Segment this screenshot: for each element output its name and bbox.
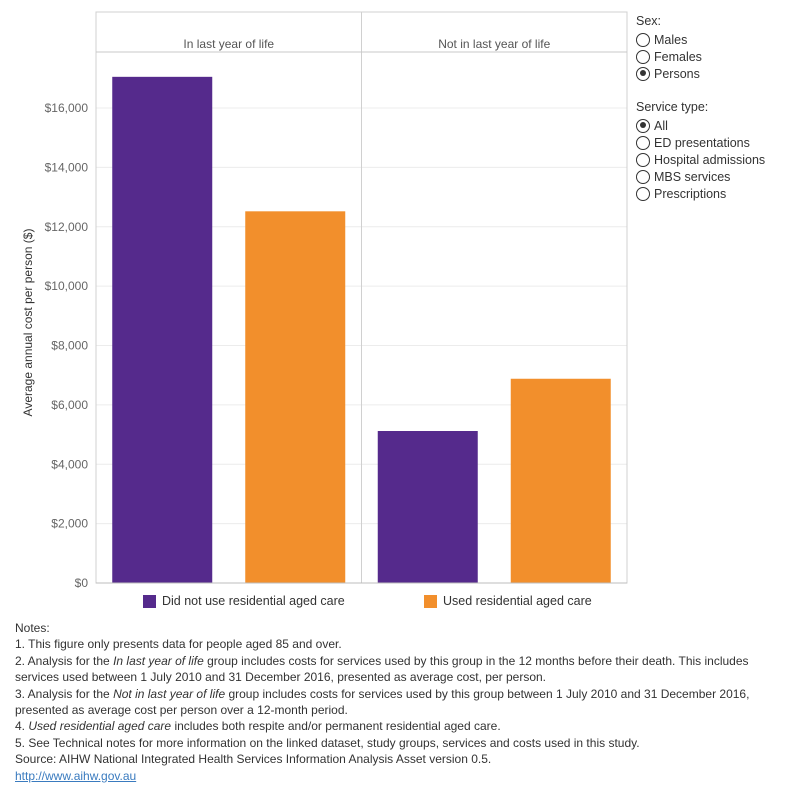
panel-label-not-in-last-year: Not in last year of life xyxy=(438,37,550,51)
panel-frames xyxy=(95,11,628,584)
note-4-emphasis: Used residential aged care xyxy=(28,719,172,734)
aihw-link[interactable]: http://www.aihw.gov.au xyxy=(15,768,137,783)
radio-label: Females xyxy=(654,49,702,64)
note-3-prefix: 3. Analysis for the xyxy=(15,686,114,701)
legend-label-used: Used residential aged care xyxy=(443,594,592,608)
radio-label: MBS services xyxy=(654,169,731,184)
y-tick-label: $14,000 xyxy=(45,160,89,174)
radio-button[interactable] xyxy=(636,135,650,150)
sex-option-males[interactable]: Males xyxy=(636,31,800,48)
radio-label: All xyxy=(654,118,668,133)
service-option-all[interactable]: All xyxy=(636,117,800,134)
notes-heading: Notes: xyxy=(15,621,50,635)
note-4-prefix: 4. xyxy=(15,719,29,734)
note-3-emphasis: Not in last year of life xyxy=(113,686,226,701)
sex-option-persons[interactable]: Persons xyxy=(636,65,800,82)
y-axis-ticks: $0 $2,000 $4,000 $6,000 $8,000 $10,000 $12,000… xyxy=(45,101,89,590)
radio-label: Hospital admissions xyxy=(654,152,766,167)
y-tick-label: $10,000 xyxy=(45,279,89,293)
chart-legend: Did not use residential aged care Used r… xyxy=(0,594,800,614)
note-3-text: group includes costs for services used b… xyxy=(15,686,750,718)
note-4: 4. Used residential aged care includes b… xyxy=(15,718,790,734)
service-option-ed-presentations[interactable]: ED presentations xyxy=(636,134,800,151)
y-tick-label: $8,000 xyxy=(51,339,88,353)
legend-swatch-purple xyxy=(143,594,156,608)
note-2-prefix: 2. Analysis for the xyxy=(15,653,114,668)
radio-label: ED presentations xyxy=(654,135,750,150)
note-2-text: group includes costs for services used b… xyxy=(15,653,749,685)
radio-label: Persons xyxy=(654,66,700,81)
y-tick-label: $4,000 xyxy=(51,457,88,471)
sex-filter-title: Sex: xyxy=(636,14,662,28)
filter-panel: Sex: Males Females Persons Service type:… xyxy=(636,14,800,220)
radio-label: Males xyxy=(654,32,688,47)
sex-option-females[interactable]: Females xyxy=(636,48,800,65)
note-3: 3. Analysis for the Not in last year of … xyxy=(15,686,790,719)
bar xyxy=(377,431,478,583)
sex-filter: Sex: Males Females Persons xyxy=(636,14,800,82)
panel-label-in-last-year: In last year of life xyxy=(183,37,274,51)
bars xyxy=(112,76,611,583)
radio-label: Prescriptions xyxy=(654,186,727,201)
radio-button[interactable] xyxy=(636,186,650,201)
service-type-filter-title: Service type: xyxy=(636,100,709,114)
service-option-hospital-admissions[interactable]: Hospital admissions xyxy=(636,151,800,168)
radio-button[interactable] xyxy=(636,49,650,64)
radio-button-selected[interactable] xyxy=(636,66,650,81)
legend-label-did-not-use: Did not use residential aged care xyxy=(162,594,345,608)
radio-button[interactable] xyxy=(636,32,650,47)
note-2: 2. Analysis for the In last year of life… xyxy=(15,653,790,686)
note-4-text: includes both respite and/or permanent r… xyxy=(171,719,501,734)
source-text: Source: AIHW National Integrated Health … xyxy=(15,752,492,767)
service-type-filter: Service type: All ED presentations Hospi… xyxy=(636,100,800,202)
service-option-mbs-services[interactable]: MBS services xyxy=(636,168,800,185)
legend-swatch-orange xyxy=(424,594,437,608)
note-5: 5. See Technical notes for more informat… xyxy=(15,735,640,750)
y-tick-label: $0 xyxy=(75,576,89,590)
bar xyxy=(245,211,346,583)
legend-item-did-not-use[interactable]: Did not use residential aged care xyxy=(143,594,345,608)
y-axis-title: Average annual cost per person ($) xyxy=(21,229,35,417)
legend-item-used[interactable]: Used residential aged care xyxy=(424,594,592,608)
radio-button[interactable] xyxy=(636,169,650,184)
notes-section: Notes: 1. This figure only presents data… xyxy=(15,620,790,784)
bar xyxy=(112,76,213,583)
y-tick-label: $6,000 xyxy=(51,398,88,412)
bar xyxy=(510,378,611,583)
y-tick-label: $12,000 xyxy=(45,220,89,234)
radio-button[interactable] xyxy=(636,152,650,167)
y-tick-label: $2,000 xyxy=(51,517,88,531)
note-2-emphasis: In last year of life xyxy=(113,653,204,668)
y-tick-label: $16,000 xyxy=(45,101,89,115)
note-1: 1. This figure only presents data for pe… xyxy=(15,637,342,652)
radio-button-selected[interactable] xyxy=(636,118,650,133)
service-option-prescriptions[interactable]: Prescriptions xyxy=(636,185,800,202)
